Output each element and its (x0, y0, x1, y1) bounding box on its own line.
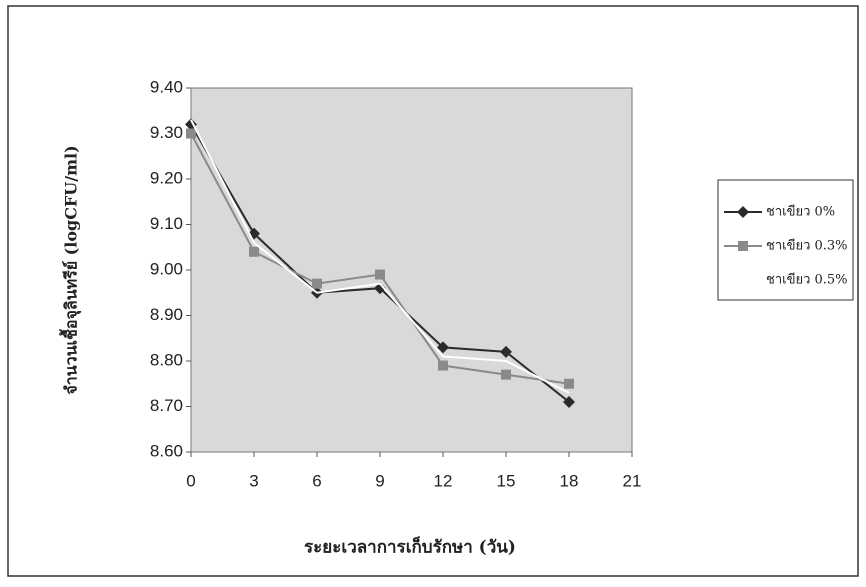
plot-area (191, 88, 632, 452)
x-tick-label: 0 (186, 471, 195, 490)
y-tick-label: 9.20 (150, 168, 183, 187)
x-tick-label: 6 (312, 471, 321, 490)
legend-marker (738, 241, 748, 251)
x-tick-label: 21 (623, 471, 642, 490)
x-tick-label: 15 (497, 471, 516, 490)
point (186, 129, 196, 139)
chart: จำนวนเชื้อจุลินทรีย์ (logCFU/ml) ระยะเวล… (0, 0, 866, 582)
legend-label: ชาเขียว 0.3% (766, 238, 848, 254)
x-tick-label: 9 (375, 471, 384, 490)
point (375, 270, 385, 280)
y-tick-label: 9.30 (150, 123, 183, 142)
y-tick-label: 8.70 (150, 396, 183, 415)
point (249, 247, 259, 257)
y-tick-label: 8.80 (150, 350, 183, 369)
y-tick-label: 8.60 (150, 441, 183, 460)
legend-label: ชาเขียว 0.5% (766, 272, 848, 288)
y-tick-label: 8.90 (150, 305, 183, 324)
y-axis-label: จำนวนเชื้อจุลินทรีย์ (logCFU/ml) (59, 145, 82, 394)
x-tick-label: 12 (434, 471, 453, 490)
legend-label: ชาเขียว 0% (766, 204, 835, 220)
point (312, 279, 322, 289)
x-tick-label: 3 (249, 471, 258, 490)
point (438, 361, 448, 371)
point (501, 370, 511, 380)
y-tick-label: 9.10 (150, 214, 183, 233)
x-tick-label: 18 (560, 471, 579, 490)
y-tick-label: 9.00 (150, 259, 183, 278)
y-tick-label: 9.40 (150, 77, 183, 96)
point (564, 379, 574, 389)
x-axis-label: ระยะเวลาการเก็บรักษา (วัน) (304, 535, 516, 558)
